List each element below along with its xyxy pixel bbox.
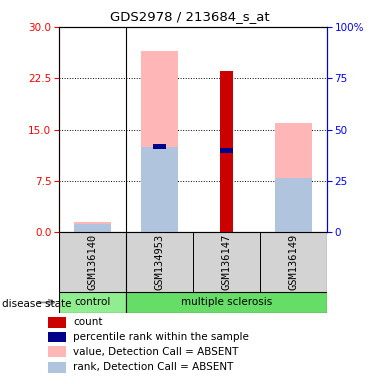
Text: disease state: disease state (2, 299, 71, 309)
Bar (126, 232, 193, 292)
Bar (193, 232, 260, 292)
Text: rank, Detection Call = ABSENT: rank, Detection Call = ABSENT (73, 362, 233, 372)
Bar (275, 123, 312, 232)
Bar (260, 232, 327, 292)
Bar (74, 224, 111, 232)
Bar (48, 362, 66, 372)
Bar (275, 177, 312, 232)
Text: percentile rank within the sample: percentile rank within the sample (73, 332, 249, 342)
Text: GDS2978 / 213684_s_at: GDS2978 / 213684_s_at (110, 10, 270, 23)
Bar (126, 292, 327, 313)
Bar (220, 71, 233, 232)
Text: GSM134953: GSM134953 (154, 234, 165, 290)
Bar (220, 148, 233, 152)
Bar (74, 222, 111, 232)
Bar (153, 144, 166, 149)
Text: count: count (73, 317, 103, 327)
Text: value, Detection Call = ABSENT: value, Detection Call = ABSENT (73, 347, 239, 357)
Bar (48, 332, 66, 343)
Bar (48, 317, 66, 328)
Bar (141, 147, 178, 232)
Bar (48, 346, 66, 357)
Text: GSM136149: GSM136149 (288, 234, 298, 290)
Text: control: control (74, 297, 111, 308)
Text: GSM136140: GSM136140 (87, 234, 97, 290)
Bar (141, 51, 178, 232)
Text: multiple sclerosis: multiple sclerosis (181, 297, 272, 308)
Bar (59, 292, 126, 313)
Text: GSM136147: GSM136147 (221, 234, 231, 290)
Bar (59, 232, 126, 292)
